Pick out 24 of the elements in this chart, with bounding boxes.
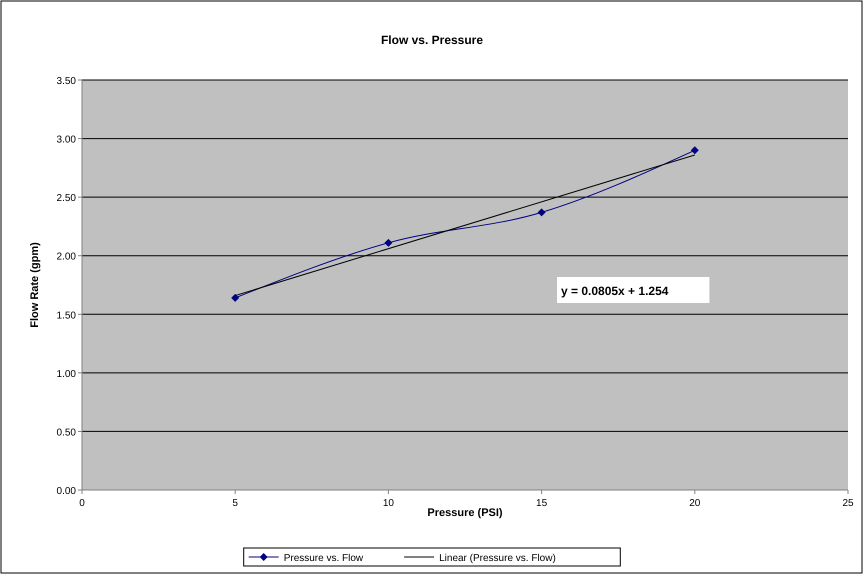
y-tick-label: 0.00 (56, 486, 76, 497)
x-tick-label: 15 (536, 498, 548, 509)
x-tick-label: 0 (79, 498, 86, 509)
point (538, 208, 546, 216)
annotation: y = 0.0805x + 1.254 (561, 284, 669, 298)
y-tick-label: 3.00 (56, 134, 76, 146)
y-tick-label: 0.50 (56, 427, 76, 438)
x-tick-label: 5 (232, 498, 238, 509)
x-tick-label: 20 (689, 498, 701, 509)
legend-label: Pressure vs. Flow (284, 553, 364, 564)
y-tick-label: 2.00 (56, 252, 76, 263)
x-axis-title: Pressure (PSI) (427, 507, 503, 519)
legend-label: Linear (Pressure vs. Flow) (439, 553, 556, 564)
chart-title: Flow vs. Pressure (380, 33, 484, 47)
y-axis-title: Flow Rate (gpm) (29, 242, 41, 328)
y-tick-label: 1.50 (56, 310, 76, 322)
y-tick-label: 3.50 (56, 76, 76, 87)
point (690, 146, 699, 154)
x-tick-label: 25 (842, 498, 854, 509)
y-tick-label: 1.00 (56, 368, 76, 380)
point (231, 294, 240, 302)
point (384, 238, 392, 247)
x-tick-label: 10 (382, 498, 394, 509)
y-tick-label: 2.50 (56, 193, 76, 204)
